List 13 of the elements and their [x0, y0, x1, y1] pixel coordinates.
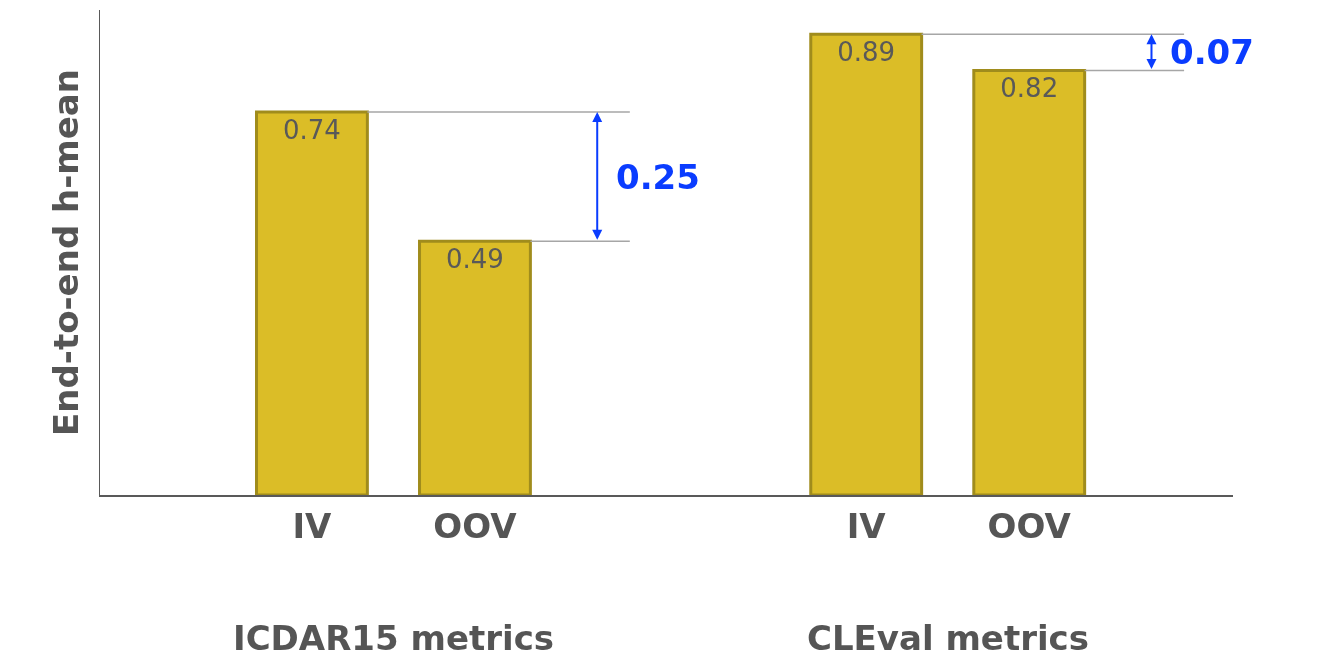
data-label: 0.49 — [446, 244, 504, 275]
text: CLEval metrics — [807, 618, 1089, 658]
data-label: 0.89 — [837, 37, 896, 68]
annotation: 0.25 — [616, 157, 700, 197]
data-label: 0.74 — [282, 114, 341, 145]
annotation: 0.07 — [1170, 32, 1254, 72]
text: ICDAR15 metrics — [233, 618, 555, 658]
data-label: 0.82 — [1000, 73, 1059, 104]
x-tick-label: OOV — [987, 505, 1072, 546]
y-axis-title: End-to-end h-mean — [45, 69, 86, 436]
x-tick-label: IV — [846, 505, 887, 546]
x-tick-label: IV — [292, 505, 333, 546]
x-tick-label: OOV — [433, 505, 518, 546]
